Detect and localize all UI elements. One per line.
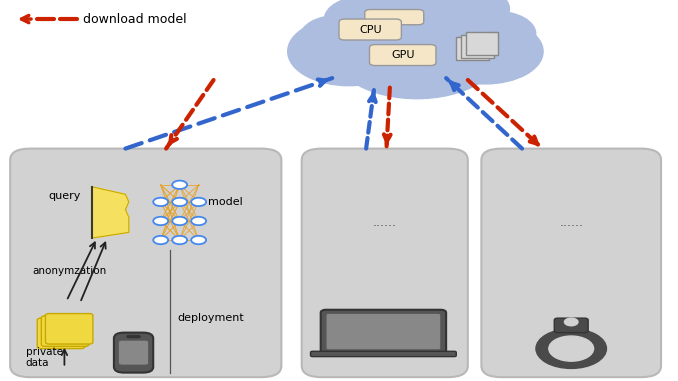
Circle shape	[172, 217, 187, 225]
Circle shape	[153, 236, 168, 244]
FancyBboxPatch shape	[461, 35, 494, 58]
Circle shape	[427, 19, 543, 84]
Circle shape	[300, 15, 376, 58]
Text: download model: download model	[83, 13, 186, 26]
Circle shape	[331, 0, 440, 50]
Circle shape	[333, 4, 501, 99]
FancyBboxPatch shape	[365, 10, 424, 25]
FancyBboxPatch shape	[456, 37, 489, 60]
FancyBboxPatch shape	[481, 149, 661, 377]
FancyBboxPatch shape	[127, 335, 140, 338]
Circle shape	[456, 11, 536, 56]
FancyBboxPatch shape	[321, 310, 446, 354]
FancyBboxPatch shape	[370, 45, 436, 66]
FancyBboxPatch shape	[311, 351, 456, 357]
FancyBboxPatch shape	[45, 314, 93, 344]
Text: ......: ......	[559, 216, 583, 229]
Text: CPU: CPU	[359, 24, 382, 35]
FancyBboxPatch shape	[119, 340, 148, 365]
FancyBboxPatch shape	[302, 149, 468, 377]
Circle shape	[430, 0, 509, 31]
FancyBboxPatch shape	[41, 316, 89, 346]
Text: model: model	[208, 197, 243, 207]
FancyBboxPatch shape	[555, 318, 589, 333]
Text: query: query	[49, 191, 81, 201]
Circle shape	[153, 217, 168, 225]
Circle shape	[172, 236, 187, 244]
Circle shape	[549, 336, 594, 361]
Circle shape	[394, 0, 499, 47]
FancyBboxPatch shape	[326, 314, 441, 350]
FancyBboxPatch shape	[37, 318, 85, 349]
Circle shape	[565, 318, 578, 326]
Circle shape	[172, 181, 187, 189]
Text: anonymzation: anonymzation	[33, 266, 107, 275]
Circle shape	[365, 0, 458, 31]
Circle shape	[325, 0, 404, 42]
Circle shape	[153, 198, 168, 206]
Circle shape	[191, 198, 206, 206]
Circle shape	[172, 198, 187, 206]
Polygon shape	[92, 187, 129, 238]
Text: private
data: private data	[26, 347, 63, 368]
Text: deployment: deployment	[178, 313, 244, 323]
Circle shape	[536, 329, 606, 368]
Circle shape	[191, 217, 206, 225]
Circle shape	[191, 236, 206, 244]
FancyBboxPatch shape	[10, 149, 281, 377]
FancyBboxPatch shape	[466, 32, 498, 55]
Text: GPU: GPU	[391, 50, 414, 60]
FancyBboxPatch shape	[339, 19, 401, 40]
FancyBboxPatch shape	[114, 333, 153, 373]
Circle shape	[287, 17, 410, 86]
Text: ......: ......	[373, 216, 397, 229]
